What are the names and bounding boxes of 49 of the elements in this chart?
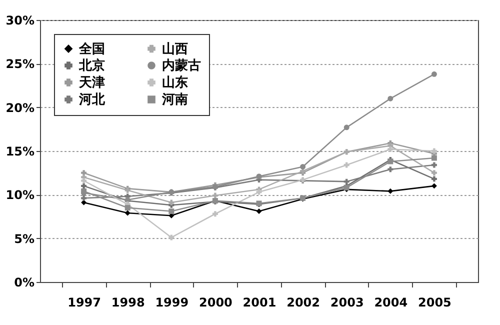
point xyxy=(431,162,437,168)
y-tick-label: 10% xyxy=(6,188,34,202)
point xyxy=(388,96,394,102)
x-tick-label: 1999 xyxy=(155,296,189,310)
point xyxy=(431,148,437,154)
point xyxy=(81,183,87,189)
y-tick-label: 25% xyxy=(6,57,34,72)
point xyxy=(168,200,174,206)
x-tick-label: 2003 xyxy=(330,296,364,310)
point xyxy=(388,188,394,194)
legend-label: 山西 xyxy=(162,42,188,57)
point xyxy=(388,166,394,172)
point xyxy=(431,71,437,77)
point xyxy=(344,124,350,130)
legend-label: 山东 xyxy=(162,74,188,90)
point xyxy=(300,164,306,170)
point xyxy=(81,178,87,184)
x-tick-label: 2004 xyxy=(374,296,408,310)
point xyxy=(431,170,437,176)
y-tick-label: 30% xyxy=(6,14,34,28)
legend-label: 内蒙古 xyxy=(162,58,201,74)
point xyxy=(81,195,87,201)
y-tick-label: 15% xyxy=(6,144,34,158)
x-tick-label: 2000 xyxy=(198,296,232,310)
point xyxy=(168,234,174,240)
legend-label: 河北 xyxy=(78,92,106,108)
point xyxy=(124,205,130,211)
x-tick-label: 2001 xyxy=(242,296,276,310)
legend-label: 北京 xyxy=(78,58,105,74)
point xyxy=(344,178,350,184)
x-tick-label: 2002 xyxy=(286,296,320,310)
point xyxy=(431,176,437,182)
point xyxy=(212,192,218,198)
point xyxy=(431,155,437,161)
y-tick-label: 20% xyxy=(6,100,34,115)
legend-label: 天津 xyxy=(78,76,105,90)
x-tick-label: 1998 xyxy=(111,296,145,310)
point xyxy=(168,208,174,214)
point xyxy=(431,183,437,189)
point xyxy=(124,210,130,216)
x-tick-label: 2005 xyxy=(418,296,452,310)
y-tick-label: 0% xyxy=(14,276,34,290)
y-tick-label: 5% xyxy=(14,232,34,246)
point xyxy=(388,146,394,152)
x-tick-label: 1997 xyxy=(68,296,102,310)
point xyxy=(212,211,218,217)
point xyxy=(344,162,350,168)
legend-label: 河南 xyxy=(161,92,188,108)
legend-label: 全国 xyxy=(78,42,105,57)
